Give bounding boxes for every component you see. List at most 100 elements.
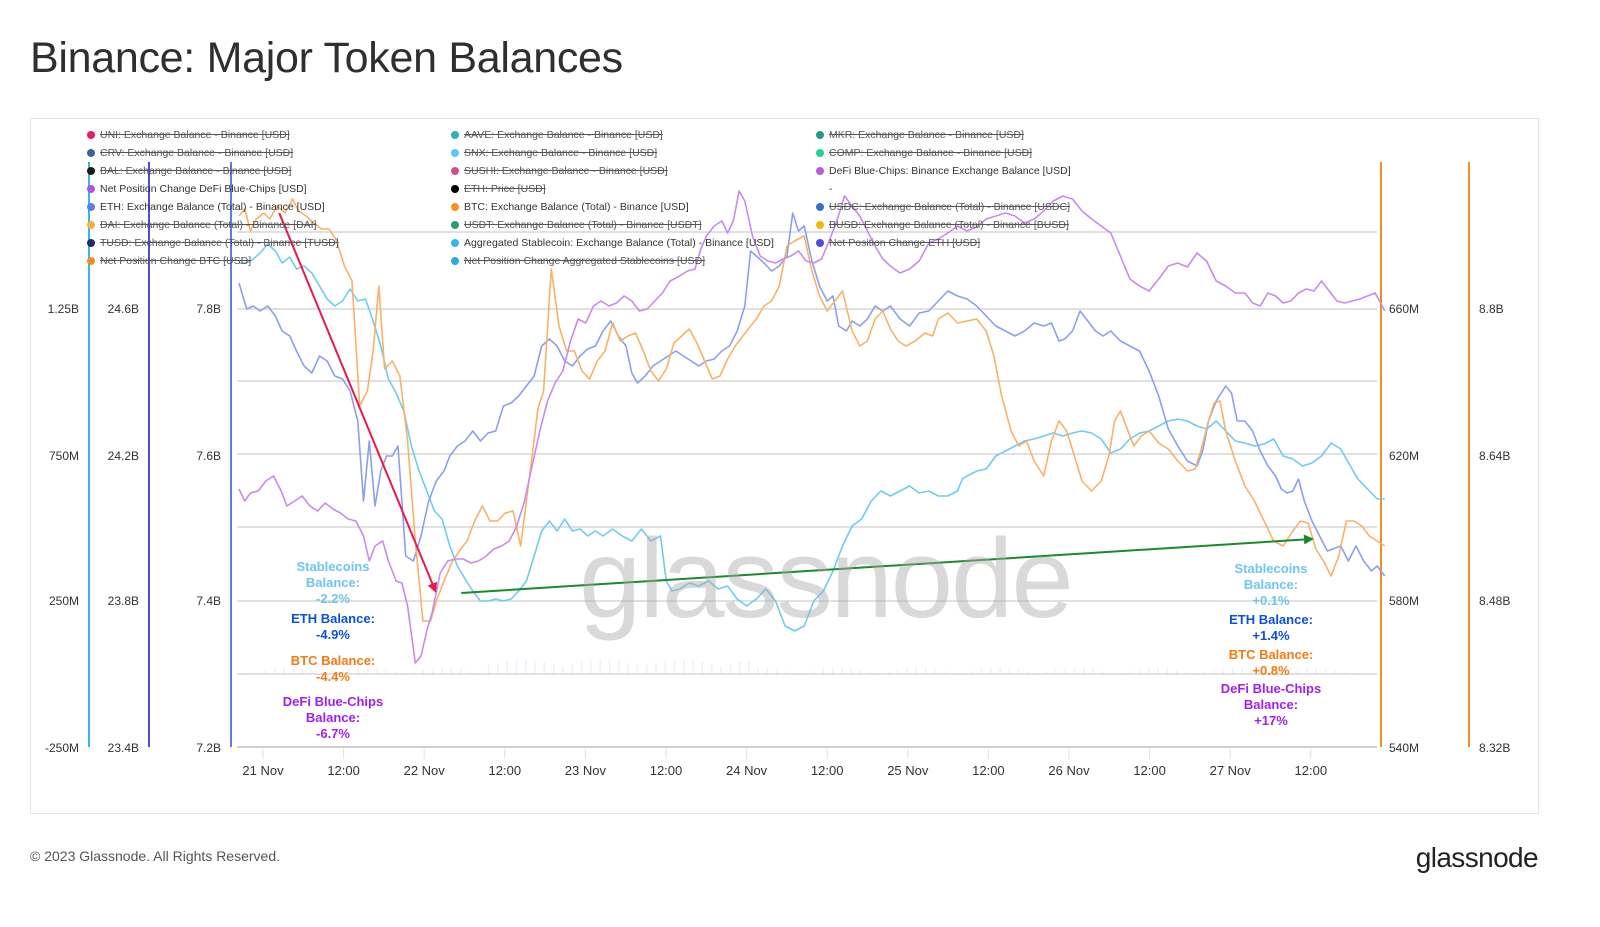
legend-dot-icon [451,203,459,211]
legend-item[interactable]: COMP: Exchange Balance - Binance [USD] [816,146,1032,160]
x-tick-label: 24 Nov [725,763,768,778]
legend-item[interactable]: Aggregated Stablecoin: Exchange Balance … [451,236,774,250]
x-tick-label: 12:00 [649,763,683,778]
legend-item[interactable]: BUSD: Exchange Balance (Total) - Binance… [816,218,1069,232]
y-tick-right2: 8.48B [1479,594,1511,608]
annotation-line: DeFi Blue-Chips [282,694,384,709]
annotation-line: +0.8% [1252,663,1290,678]
glassnode-logo[interactable]: glassnode [1415,842,1539,873]
legend-label: DAI: Exchange Balance (Total) - Binance … [100,219,317,231]
annotation-line: Balance: [305,575,361,590]
legend-item[interactable]: BTC: Exchange Balance (Total) - Binance … [451,200,689,214]
legend-label: Net Position Change DeFi Blue-Chips [USD… [100,183,307,195]
chart-plot[interactable] [31,119,1540,815]
legend-label: Aggregated Stablecoin: Exchange Balance … [464,237,774,249]
series-line-2[interactable] [238,198,1386,622]
chart-container: glassnode UNI: Exchange Balance - Binanc… [30,118,1539,814]
legend-dot-icon [816,239,824,247]
legend-item[interactable]: SNX: Exchange Balance - Binance [USD] [451,146,657,160]
legend-label: SNX: Exchange Balance - Binance [USD] [464,147,658,159]
net-position-bars [246,660,1355,674]
y-tick-left2: 24.6B [107,302,139,316]
legend-dot-icon [816,203,824,211]
legend-item[interactable]: - [816,182,833,196]
legend-label: COMP: Exchange Balance - Binance [USD] [829,147,1033,159]
legend-item[interactable]: Net Position Change ETH [USD] [816,236,980,250]
legend-label: - [829,183,833,195]
legend-dot-icon [451,167,459,175]
legend-label: SUSHI: Exchange Balance - Binance [USD] [464,165,668,177]
legend-dot-icon [816,185,824,193]
legend-label: Net Position Change Aggregated Stablecoi… [464,255,706,267]
y-tick-right2: 8.32B [1479,741,1511,755]
legend-label: ETH: Exchange Balance (Total) - Binance … [100,201,325,213]
y-tick-left3: 7.6B [196,449,221,463]
legend-item[interactable]: USDC: Exchange Balance (Total) - Binance… [816,200,1070,214]
gridlines [237,231,1377,748]
copyright-text: © 2023 Glassnode. All Rights Reserved. [30,848,281,864]
legend-dot-icon [87,203,95,211]
legend-item[interactable]: BAL: Exchange Balance - Binance [USD] [87,164,291,178]
legend-label: AAVE: Exchange Balance - Binance [USD] [464,129,663,141]
series-line-0[interactable] [239,243,1385,632]
annotation-line: Stablecoins [1234,561,1308,576]
legend-item[interactable]: CRV: Exchange Balance - Binance [USD] [87,146,293,160]
legend-dot-icon [451,131,459,139]
legend-item[interactable]: MKR: Exchange Balance - Binance [USD] [816,128,1024,142]
legend-item[interactable]: TUSD: Exchange Balance (Total) - Binance… [87,236,339,250]
annotation-line: +0.1% [1252,593,1290,608]
legend-item[interactable]: Net Position Change BTC [USD] [87,254,251,268]
right-annotation-1: ETH Balance: +1.4% [1229,612,1313,644]
annotation-line: -4.4% [316,669,350,684]
x-tick-label: 12:00 [327,763,360,778]
right-annotation-2: BTC Balance: +0.8% [1229,647,1314,679]
legend-label: USDC: Exchange Balance (Total) - Binance… [829,201,1071,213]
left-annotation-0: Stablecoins Balance: -2.2% [297,559,370,607]
legend-label: TUSD: Exchange Balance (Total) - Binance… [100,237,339,249]
x-tick-label: 12:00 [1133,763,1166,778]
y-tick-left3: 7.2B [196,741,221,755]
annotation-line: +17% [1254,713,1288,728]
y-tick-left1: -250M [44,741,79,755]
y-tick-right1: 660M [1389,302,1420,316]
x-tick-label: 27 Nov [1209,763,1251,778]
y-tick-left2: 23.8B [107,594,139,608]
legend-item[interactable]: ETH: Price [USD] [451,182,546,196]
legend-dot-icon [451,149,459,157]
y-tick-left3: 7.8B [196,302,221,316]
legend-item[interactable]: ETH: Exchange Balance (Total) - Binance … [87,200,325,214]
legend-label: USDT: Exchange Balance (Total) - Binance… [464,219,702,231]
legend-dot-icon [451,185,459,193]
x-tick-label: 23 Nov [564,763,606,778]
annotation-line: Balance: [305,710,361,725]
legend-item[interactable]: USDT: Exchange Balance (Total) - Binance… [451,218,702,232]
x-tick-label: 25 Nov [887,763,929,778]
legend-item[interactable]: Net Position Change Aggregated Stablecoi… [451,254,705,268]
legend-item[interactable]: AAVE: Exchange Balance - Binance [USD] [451,128,663,142]
annotation-line: Balance: [1243,577,1299,592]
legend-item[interactable]: DAI: Exchange Balance (Total) - Binance … [87,218,317,232]
left-annotation-1: ETH Balance: -4.9% [291,611,375,643]
x-tick-label: 22 Nov [403,763,445,778]
annotation-line: -6.7% [316,726,350,741]
series-line-3[interactable] [238,190,1386,664]
recovery-arrow [461,534,1314,594]
annotation-line: -2.2% [316,591,350,606]
legend-item[interactable]: DeFi Blue-Chips: Binance Exchange Balanc… [816,164,1071,178]
annotation-line: ETH Balance: [291,611,375,626]
x-tick-label: 12:00 [1294,763,1328,778]
y-tick-left2: 24.2B [107,449,139,463]
legend-item[interactable]: Net Position Change DeFi Blue-Chips [USD… [87,182,307,196]
legend-dot-icon [451,221,459,229]
legend-item[interactable]: SUSHI: Exchange Balance - Binance [USD] [451,164,668,178]
legend-item[interactable]: UNI: Exchange Balance - Binance [USD] [87,128,290,142]
annotation-line: DeFi Blue-Chips [1220,681,1322,696]
y-tick-right1: 620M [1389,449,1420,463]
y-tick-left3: 7.4B [196,594,221,608]
legend-label: DeFi Blue-Chips: Binance Exchange Balanc… [829,165,1071,177]
legend-dot-icon [816,149,824,157]
legend-dot-icon [87,239,95,247]
legend-dot-icon [87,257,95,265]
annotation-line: +1.4% [1252,628,1290,643]
y-tick-right1: 540M [1389,741,1420,755]
